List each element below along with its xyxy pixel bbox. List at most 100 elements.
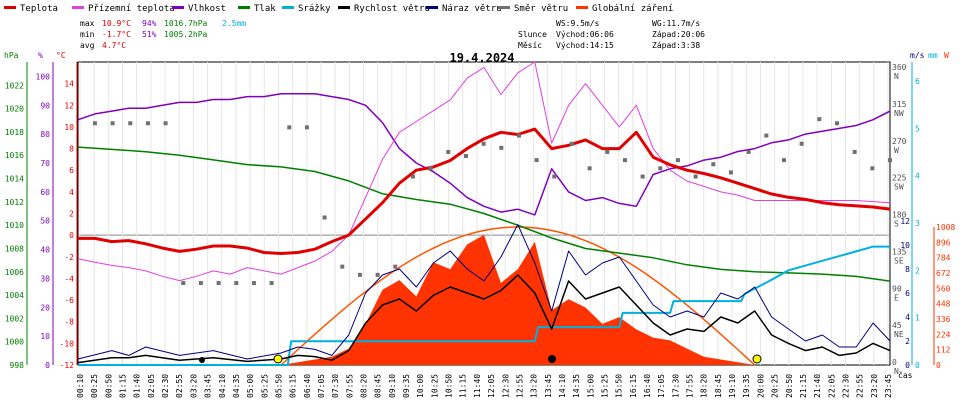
radiation-tick: 112 bbox=[936, 346, 951, 355]
x-tick-label: 01:15 bbox=[119, 374, 128, 398]
wind-dir-point bbox=[499, 145, 504, 150]
legend-label: Tlak bbox=[254, 4, 276, 14]
wind-dir-tick: 45 bbox=[892, 321, 902, 330]
humidity-tick: 60 bbox=[40, 188, 50, 197]
radiation-tick: 1008 bbox=[936, 223, 955, 232]
x-tick-label: 12:55 bbox=[515, 374, 524, 398]
x-tick-label: 18:45 bbox=[714, 374, 723, 398]
wind-dir-point bbox=[587, 166, 592, 171]
stats-max-rain: 2.5mm bbox=[222, 19, 246, 28]
wind-dir-point bbox=[304, 125, 309, 130]
wind-dir-point bbox=[145, 121, 150, 126]
x-tick-label: 19:10 bbox=[728, 374, 737, 398]
wind-dir-point bbox=[622, 158, 627, 163]
humidity-tick: 70 bbox=[40, 159, 50, 168]
wind-speed-tick: 6 bbox=[905, 289, 910, 298]
x-tick-label: 00:50 bbox=[104, 374, 113, 398]
x-tick-label: 15:25 bbox=[600, 374, 609, 398]
info-wg: WG:11.7m/s bbox=[652, 19, 700, 28]
left-axes: 1022102010181016101410121010100810061004… bbox=[5, 62, 78, 370]
legend-swatch bbox=[4, 6, 16, 9]
humidity-tick: 0 bbox=[45, 361, 50, 370]
temp-tick: 14 bbox=[64, 80, 74, 89]
wind-dir-point bbox=[181, 281, 186, 286]
x-tick-label: 05:50 bbox=[274, 374, 283, 398]
info-moon-set: Západ:3:38 bbox=[652, 41, 700, 50]
wind-dir-tick: 360 bbox=[892, 63, 907, 72]
radiation-tick: 448 bbox=[936, 300, 951, 309]
stats-min-label: min bbox=[80, 30, 95, 39]
pressure-tick: 1020 bbox=[5, 105, 24, 114]
x-tick-label: 22:05 bbox=[827, 374, 836, 398]
wind-speed-tick: 12 bbox=[900, 217, 910, 226]
wind-speed-tick: 10 bbox=[900, 241, 910, 250]
x-tick-label: 14:10 bbox=[558, 374, 567, 398]
wind-dir-point bbox=[481, 141, 486, 146]
info-sun-rise: Východ:06:06 bbox=[556, 30, 614, 39]
unit-degc: °C bbox=[56, 51, 66, 60]
legend-swatch bbox=[576, 6, 588, 9]
pressure-tick: 1022 bbox=[5, 81, 24, 90]
pressure-tick: 1004 bbox=[5, 291, 24, 300]
x-tick-label: 15:00 bbox=[586, 374, 595, 398]
wind-dir-point bbox=[746, 149, 751, 154]
x-axis-ticks: 00:10 00:25 00:50 01:15 01:40 02:05 02:30 02:55… bbox=[76, 374, 893, 398]
ground-temp-line bbox=[77, 61, 891, 282]
wind-dir-tick: 315 bbox=[892, 100, 907, 109]
humidity-tick: 10 bbox=[40, 332, 50, 341]
pressure-tick: 1006 bbox=[5, 268, 24, 277]
x-tick-label: 20:25 bbox=[771, 374, 780, 398]
wind-dir-label: W bbox=[894, 146, 899, 155]
legend-label: Rychlost větru bbox=[354, 4, 430, 14]
stats-max-temp: 10.9°C bbox=[102, 19, 131, 28]
wind-dir-label: S bbox=[894, 220, 899, 229]
wind-dir-point bbox=[269, 281, 274, 286]
unit-w: W bbox=[944, 51, 949, 60]
pressure-tick: 1016 bbox=[5, 151, 24, 160]
pressure-tick: 1008 bbox=[5, 244, 24, 253]
x-tick-label: 12:05 bbox=[487, 374, 496, 398]
temp-tick: -4 bbox=[64, 274, 74, 283]
x-tick-label: 04:35 bbox=[232, 374, 241, 398]
x-tick-label: 13:45 bbox=[544, 374, 553, 398]
x-tick-label: 21:15 bbox=[799, 374, 808, 398]
wind-dir-point bbox=[852, 149, 857, 154]
radiation-tick: 336 bbox=[936, 315, 951, 324]
temp-tick: 6 bbox=[69, 166, 74, 175]
radiation-tick: 0 bbox=[936, 361, 941, 370]
wind-dir-point bbox=[410, 174, 415, 179]
wind-dir-point bbox=[728, 170, 733, 175]
wind-dir-point bbox=[322, 215, 327, 220]
x-tick-label: 23:20 bbox=[870, 374, 879, 398]
rain-tick: 1 bbox=[915, 314, 920, 323]
pressure-tick: 1012 bbox=[5, 198, 24, 207]
x-tick-label: 17:55 bbox=[686, 374, 695, 398]
x-tick-label: 01:40 bbox=[133, 374, 142, 398]
wind-dir-point bbox=[781, 158, 786, 163]
rain-tick: 0 bbox=[915, 361, 920, 370]
stats-min-press: 1005.2hPa bbox=[164, 30, 208, 39]
wind-dir-point bbox=[92, 121, 97, 126]
x-tick-label: 17:05 bbox=[657, 374, 666, 398]
wind-dir-point bbox=[446, 149, 451, 154]
info-sun-label: Slunce bbox=[518, 30, 547, 39]
legend-swatch bbox=[238, 6, 250, 9]
humidity-tick: 50 bbox=[40, 217, 50, 226]
wind-dir-point bbox=[198, 281, 203, 286]
rain-line bbox=[78, 245, 890, 366]
legend-swatch bbox=[426, 6, 438, 9]
x-tick-label: 14:35 bbox=[572, 374, 581, 398]
x-tick-label: 10:00 bbox=[416, 374, 425, 398]
temp-tick: 4 bbox=[69, 188, 74, 197]
wind-dir-tick: 135 bbox=[892, 247, 907, 256]
temp-tick: -8 bbox=[64, 318, 74, 327]
markers bbox=[199, 354, 762, 364]
wind-dir-label: SE bbox=[894, 256, 904, 265]
wind-dir-point bbox=[287, 125, 292, 130]
wind-dir-point bbox=[640, 174, 645, 179]
stats-max-label: max bbox=[80, 19, 95, 28]
x-tick-label: 09:35 bbox=[402, 374, 411, 398]
wind-dir-point bbox=[658, 166, 663, 171]
legend-swatch bbox=[172, 6, 184, 9]
rain-tick: 3 bbox=[915, 219, 920, 228]
